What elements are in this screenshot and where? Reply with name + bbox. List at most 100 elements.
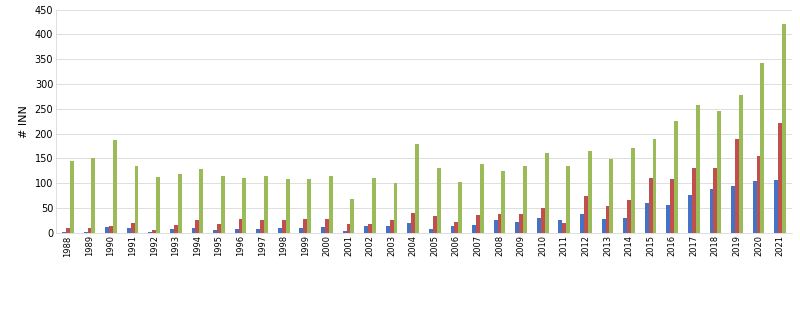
Bar [134, 166, 138, 233]
Bar [502, 171, 506, 233]
Bar [364, 226, 368, 233]
Bar [242, 178, 246, 233]
Bar [303, 219, 307, 233]
Bar [562, 223, 566, 233]
Bar [454, 222, 458, 233]
Y-axis label: # INN: # INN [19, 105, 29, 138]
Bar [541, 208, 545, 233]
Bar [415, 144, 419, 233]
Bar [631, 148, 635, 233]
Bar [584, 196, 588, 233]
Bar [782, 24, 786, 233]
Bar [710, 189, 714, 233]
Bar [368, 224, 372, 233]
Bar [692, 168, 696, 233]
Bar [566, 166, 570, 233]
Bar [199, 169, 203, 233]
Bar [62, 232, 66, 233]
Bar [282, 220, 286, 233]
Bar [735, 140, 739, 233]
Bar [688, 195, 692, 233]
Bar [437, 168, 441, 233]
Bar [645, 203, 649, 233]
Bar [739, 95, 742, 233]
Bar [472, 225, 476, 233]
Bar [152, 230, 156, 233]
Bar [260, 220, 264, 233]
Bar [627, 200, 631, 233]
Bar [238, 219, 242, 233]
Bar [433, 216, 437, 233]
Bar [519, 214, 523, 233]
Bar [450, 226, 454, 233]
Bar [411, 213, 415, 233]
Bar [278, 228, 282, 233]
Bar [498, 214, 502, 233]
Bar [714, 168, 718, 233]
Bar [386, 226, 390, 233]
Bar [757, 156, 761, 233]
Bar [109, 226, 113, 233]
Bar [407, 223, 411, 233]
Bar [610, 159, 614, 233]
Bar [213, 230, 217, 233]
Bar [286, 179, 290, 233]
Bar [130, 223, 134, 233]
Bar [178, 174, 182, 233]
Bar [106, 227, 109, 233]
Bar [307, 179, 311, 233]
Bar [761, 63, 764, 233]
Bar [191, 228, 195, 233]
Bar [602, 219, 606, 233]
Bar [674, 121, 678, 233]
Bar [515, 222, 519, 233]
Bar [264, 176, 268, 233]
Bar [653, 140, 657, 233]
Bar [234, 229, 238, 233]
Bar [778, 123, 782, 233]
Bar [480, 164, 484, 233]
Bar [113, 140, 117, 233]
Bar [372, 178, 376, 233]
Bar [458, 182, 462, 233]
Bar [429, 229, 433, 233]
Bar [329, 176, 333, 233]
Bar [731, 185, 735, 233]
Bar [346, 224, 350, 233]
Bar [321, 227, 325, 233]
Bar [174, 225, 178, 233]
Bar [670, 179, 674, 233]
Bar [156, 177, 160, 233]
Bar [649, 178, 653, 233]
Bar [350, 199, 354, 233]
Bar [753, 181, 757, 233]
Bar [494, 220, 498, 233]
Bar [87, 228, 91, 233]
Bar [217, 224, 221, 233]
Bar [394, 183, 398, 233]
Bar [325, 219, 329, 233]
Bar [537, 218, 541, 233]
Bar [580, 214, 584, 233]
Bar [666, 205, 670, 233]
Bar [148, 232, 152, 233]
Bar [545, 153, 549, 233]
Bar [606, 206, 610, 233]
Bar [70, 161, 74, 233]
Bar [84, 232, 87, 233]
Bar [774, 180, 778, 233]
Bar [221, 176, 225, 233]
Bar [718, 111, 722, 233]
Bar [588, 151, 592, 233]
Bar [523, 166, 527, 233]
Bar [476, 215, 480, 233]
Bar [91, 158, 95, 233]
Bar [342, 231, 346, 233]
Bar [126, 228, 130, 233]
Bar [390, 220, 394, 233]
Bar [66, 228, 70, 233]
Bar [195, 220, 199, 233]
Bar [256, 229, 260, 233]
Bar [170, 229, 174, 233]
Bar [299, 228, 303, 233]
